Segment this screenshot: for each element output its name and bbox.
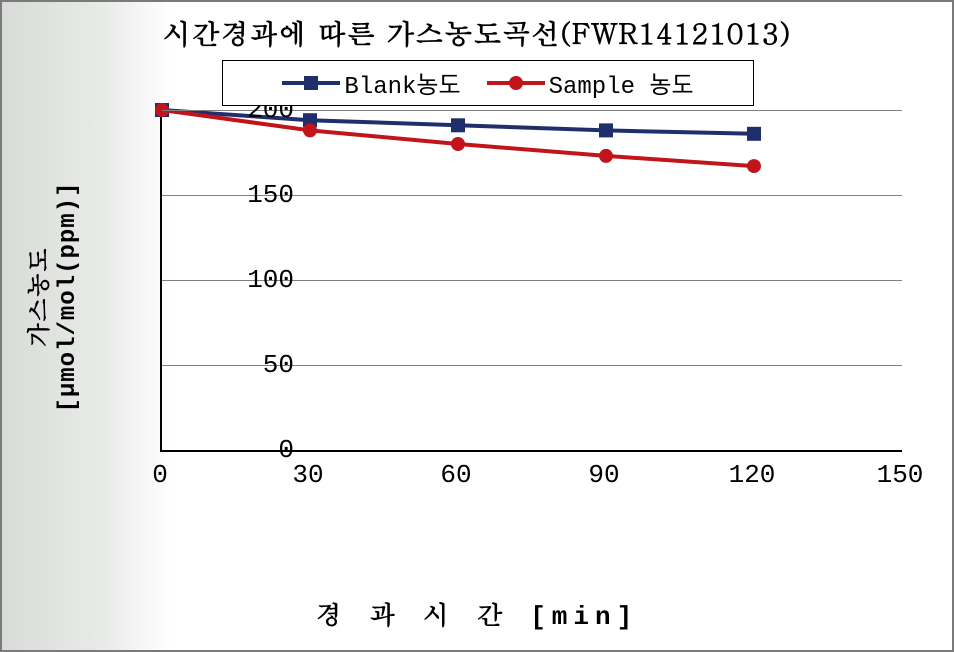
circle-marker-icon [599,149,613,163]
y-tick-label: 100 [184,265,294,295]
chart-container: 시간경과에 따른 가스농도곡선(FWR14121013) Blank농도 Sam… [0,0,954,652]
circle-marker-icon [451,137,465,151]
chart-title: 시간경과에 따른 가스농도곡선(FWR14121013) [2,12,952,52]
y-tick-label: 0 [184,435,294,465]
legend-swatch-sample [487,81,545,85]
x-tick-label: 0 [152,460,168,490]
legend: Blank농도 Sample 농도 [222,60,754,106]
square-marker-icon [304,76,318,90]
square-marker-icon [747,127,761,141]
legend-swatch-blank [282,81,340,85]
square-marker-icon [451,118,465,132]
circle-marker-icon [303,123,317,137]
circle-marker-icon [747,159,761,173]
legend-item-blank: Blank농도 [282,65,460,101]
x-tick-label: 120 [729,460,776,490]
x-tick-label: 90 [588,460,619,490]
x-axis-label: 경 과 시 간 [min] [2,596,952,632]
legend-label-blank: Blank농도 [344,65,460,101]
x-tick-label: 30 [292,460,323,490]
legend-item-sample: Sample 농도 [487,65,694,101]
x-tick-label: 150 [877,460,924,490]
square-marker-icon [599,123,613,137]
y-tick-label: 50 [184,350,294,380]
y-axis-label: 가스농도 [μmol/mol(ppm)] [20,132,82,462]
y-tick-label: 150 [184,180,294,210]
plot-outer: 0501001502000306090120150 [32,110,912,540]
x-tick-label: 60 [440,460,471,490]
legend-label-sample: Sample 농도 [549,65,694,101]
circle-marker-icon [509,76,523,90]
